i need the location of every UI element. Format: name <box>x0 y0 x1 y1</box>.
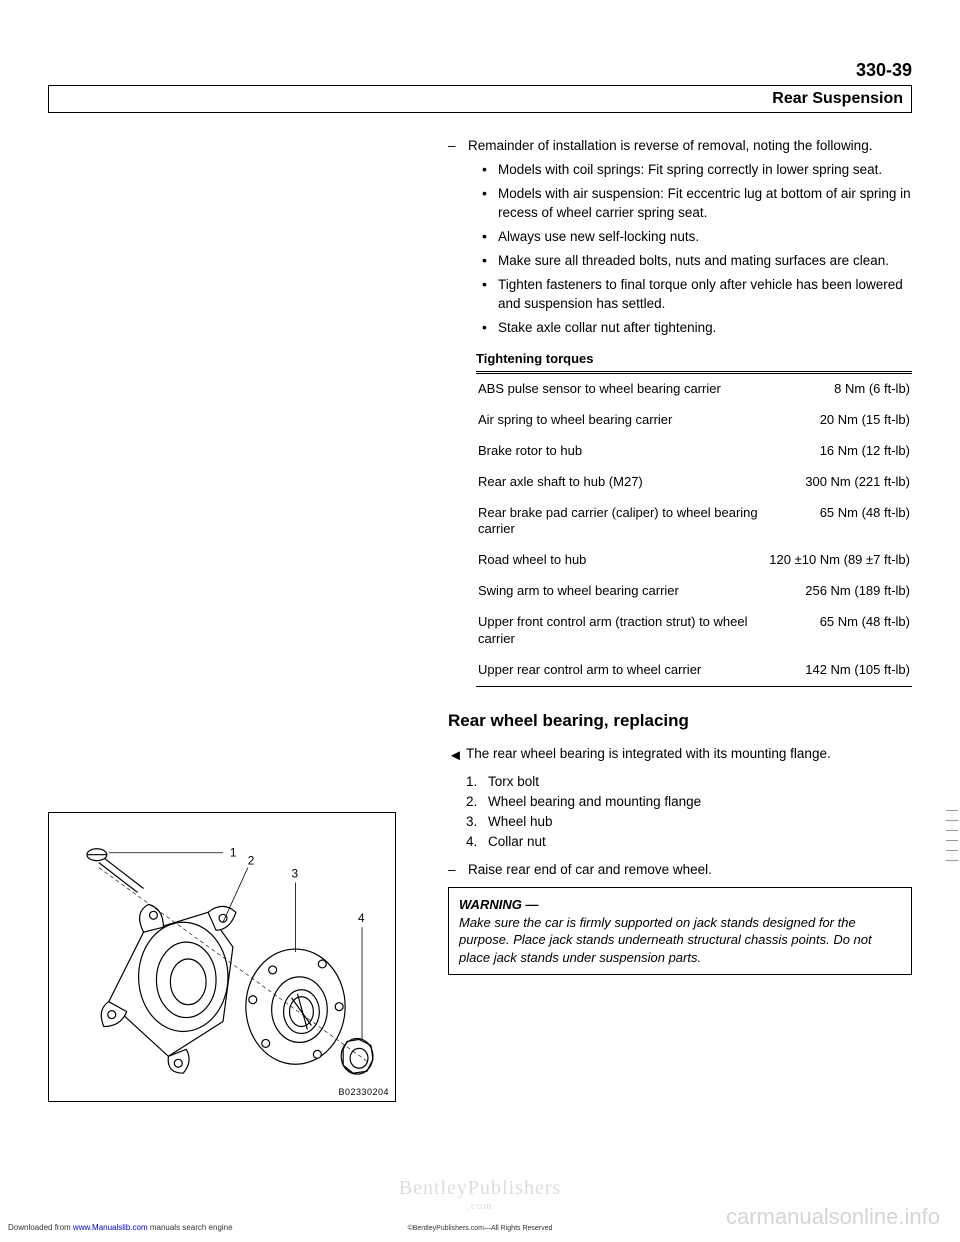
torque-value: 20 Nm (15 ft-lb) <box>767 405 912 436</box>
torque-value: 120 ±10 Nm (89 ±7 ft-lb) <box>767 545 912 576</box>
torque-row: ABS pulse sensor to wheel bearing carrie… <box>476 373 912 404</box>
bullet-dot: • <box>482 228 498 246</box>
bullet-item: •Tighten fasteners to final torque only … <box>482 276 912 312</box>
bullet-text: Models with coil springs: Fit spring cor… <box>498 161 912 179</box>
bullet-text: Models with air suspension: Fit eccentri… <box>498 185 912 221</box>
item-text: Wheel bearing and mounting flange <box>488 794 701 809</box>
torque-value: 16 Nm (12 ft-lb) <box>767 436 912 467</box>
bullet-item: •Models with coil springs: Fit spring co… <box>482 161 912 179</box>
torque-row: Upper front control arm (traction strut)… <box>476 607 912 655</box>
torque-label: Rear brake pad carrier (caliper) to whee… <box>476 498 767 546</box>
bullet-text: Tighten fasteners to final torque only a… <box>498 276 912 312</box>
parts-list: 1.Torx bolt 2.Wheel bearing and mounting… <box>466 774 912 849</box>
torque-label: Air spring to wheel bearing carrier <box>476 405 767 436</box>
torque-value: 65 Nm (48 ft-lb) <box>767 498 912 546</box>
list-item: 4.Collar nut <box>466 834 912 849</box>
item-text: Wheel hub <box>488 814 553 829</box>
footer-copyright: ©BentleyPublishers.com—All Rights Reserv… <box>408 1225 553 1232</box>
item-number: 2. <box>466 794 488 809</box>
torque-label: Upper front control arm (traction strut)… <box>476 607 767 655</box>
bullet-dot: • <box>482 185 498 221</box>
torque-row: Swing arm to wheel bearing carrier256 Nm… <box>476 576 912 607</box>
raise-step: – Raise rear end of car and remove wheel… <box>448 861 912 879</box>
item-text: Torx bolt <box>488 774 539 789</box>
dash-mark: – <box>448 861 468 879</box>
torque-value: 142 Nm (105 ft-lb) <box>767 655 912 686</box>
pointer-icon: ◄ <box>448 745 466 766</box>
callout-1: 1 <box>230 846 237 860</box>
bullet-dot: • <box>482 161 498 179</box>
torque-row: Rear brake pad carrier (caliper) to whee… <box>476 498 912 546</box>
bullet-dot: • <box>482 319 498 337</box>
item-number: 3. <box>466 814 488 829</box>
torque-label: Upper rear control arm to wheel carrier <box>476 655 767 686</box>
torque-value: 65 Nm (48 ft-lb) <box>767 607 912 655</box>
bullet-item: •Models with air suspension: Fit eccentr… <box>482 185 912 221</box>
bullet-dot: • <box>482 276 498 312</box>
torque-label: Brake rotor to hub <box>476 436 767 467</box>
warning-text: Make sure the car is firmly supported on… <box>459 915 872 965</box>
pointer-text: The rear wheel bearing is integrated wit… <box>466 745 831 766</box>
bullet-dot: • <box>482 252 498 270</box>
install-step: – Remainder of installation is reverse o… <box>448 137 912 337</box>
list-item: 1.Torx bolt <box>466 774 912 789</box>
warning-box: WARNING — Make sure the car is firmly su… <box>448 887 912 975</box>
torque-label: Rear axle shaft to hub (M27) <box>476 467 767 498</box>
torque-value: 300 Nm (221 ft-lb) <box>767 467 912 498</box>
header-title: Rear Suspension <box>57 90 903 108</box>
torque-label: Swing arm to wheel bearing carrier <box>476 576 767 607</box>
bentley-watermark: BentleyPublishers .com <box>399 1177 562 1212</box>
callout-4: 4 <box>358 911 365 925</box>
item-number: 1. <box>466 774 488 789</box>
torque-table: ABS pulse sensor to wheel bearing carrie… <box>476 373 912 687</box>
torque-row: Brake rotor to hub16 Nm (12 ft-lb) <box>476 436 912 467</box>
footer-download-note: Downloaded from www.Manualslib.com manua… <box>8 1223 233 1232</box>
pointer-line: ◄ The rear wheel bearing is integrated w… <box>448 745 912 766</box>
torque-value: 256 Nm (189 ft-lb) <box>767 576 912 607</box>
dash-mark: – <box>448 137 468 337</box>
torque-row: Upper rear control arm to wheel carrier1… <box>476 655 912 686</box>
manualslib-link[interactable]: www.Manualslib.com <box>73 1223 148 1232</box>
list-item: 3.Wheel hub <box>466 814 912 829</box>
scan-edge-marks <box>946 810 958 1150</box>
torque-spec-block: Tightening torques ABS pulse sensor to w… <box>476 351 912 687</box>
item-text: Collar nut <box>488 834 546 849</box>
wheel-bearing-diagram: 1 2 <box>49 813 395 1101</box>
exploded-view-figure: 1 2 <box>48 812 396 1102</box>
carmanuals-watermark: carmanualsonline.info <box>726 1204 940 1230</box>
item-number: 4. <box>466 834 488 849</box>
main-content: – Remainder of installation is reverse o… <box>448 137 912 975</box>
torque-row: Air spring to wheel bearing carrier20 Nm… <box>476 405 912 436</box>
torque-label: ABS pulse sensor to wheel bearing carrie… <box>476 373 767 404</box>
bullet-text: Make sure all threaded bolts, nuts and m… <box>498 252 912 270</box>
callout-3: 3 <box>292 867 299 881</box>
step-intro-text: Remainder of installation is reverse of … <box>468 138 872 153</box>
torque-label: Road wheel to hub <box>476 545 767 576</box>
bullet-item: •Make sure all threaded bolts, nuts and … <box>482 252 912 270</box>
warning-title: WARNING — <box>459 897 538 912</box>
bullet-item: •Stake axle collar nut after tightening. <box>482 319 912 337</box>
torque-title: Tightening torques <box>476 351 912 372</box>
torque-value: 8 Nm (6 ft-lb) <box>767 373 912 404</box>
callout-2: 2 <box>248 854 255 868</box>
torque-row: Road wheel to hub120 ±10 Nm (89 ±7 ft-lb… <box>476 545 912 576</box>
torque-row: Rear axle shaft to hub (M27)300 Nm (221 … <box>476 467 912 498</box>
list-item: 2.Wheel bearing and mounting flange <box>466 794 912 809</box>
bullet-text: Stake axle collar nut after tightening. <box>498 319 912 337</box>
page-number: 330-39 <box>48 60 912 81</box>
step-text: Raise rear end of car and remove wheel. <box>468 861 912 879</box>
bullet-item: •Always use new self-locking nuts. <box>482 228 912 246</box>
section-heading: Rear wheel bearing, replacing <box>448 711 912 731</box>
figure-id: B02330204 <box>338 1087 389 1097</box>
bullet-text: Always use new self-locking nuts. <box>498 228 912 246</box>
header-box: Rear Suspension <box>48 85 912 113</box>
